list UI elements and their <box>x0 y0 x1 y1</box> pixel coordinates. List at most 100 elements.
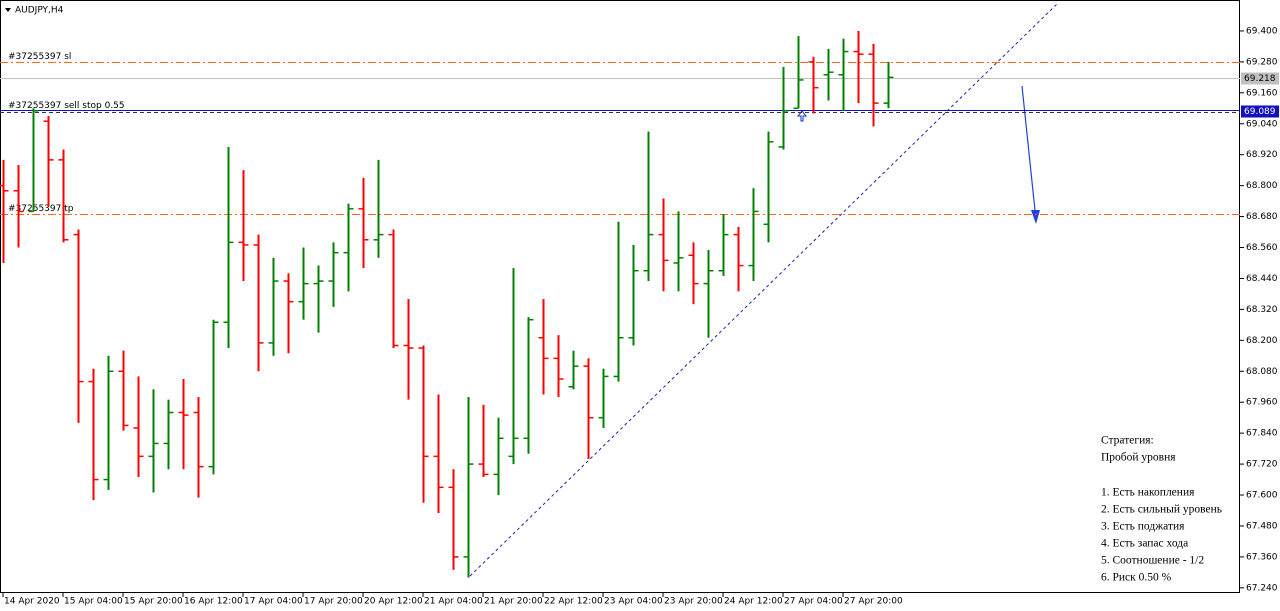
order-label: #37255397 sell stop 0.55 <box>8 101 125 111</box>
ohlc-bar <box>568 350 579 390</box>
ohlc-bar <box>613 221 624 382</box>
ohlc-bar <box>763 131 774 243</box>
y-tick-label: 67.240 <box>1246 583 1278 593</box>
y-tick-label: 69.160 <box>1246 88 1278 98</box>
y-tick-label: 67.960 <box>1246 398 1278 408</box>
ohlc-bar <box>553 335 564 398</box>
arrow-shaft <box>1021 85 1037 221</box>
ohlc-bar <box>148 389 159 493</box>
x-tick-label: 24 Apr 12:00 <box>724 597 783 607</box>
ohlc-bar <box>193 397 204 498</box>
ohlc-bar <box>238 170 249 282</box>
ohlc-bar <box>73 229 84 423</box>
ohlc-bar <box>748 188 759 282</box>
x-tick-label: 27 Apr 20:00 <box>844 597 903 607</box>
ohlc-bar <box>43 116 54 207</box>
ohlc-bar <box>58 149 69 243</box>
ohlc-bar <box>523 317 534 454</box>
arrow-head <box>1031 210 1040 224</box>
ohlc-bar <box>418 345 429 503</box>
ohlc-bar <box>28 108 39 213</box>
ohlc-bar <box>718 213 729 276</box>
ohlc-bar <box>0 159 9 263</box>
ohlc-bar <box>433 394 444 514</box>
ohlc-bar <box>253 234 264 372</box>
ohlc-bar <box>643 131 654 282</box>
x-tick-label: 27 Apr 04:00 <box>784 597 843 607</box>
ohlc-bar <box>838 38 849 111</box>
ohlc-bar <box>673 211 684 292</box>
y-tick-label: 68.920 <box>1246 150 1278 160</box>
y-tick-label: 69.040 <box>1246 119 1278 129</box>
x-tick-label: 14 Apr 2020 <box>4 597 60 607</box>
ohlc-bar <box>223 146 234 349</box>
ohlc-bar <box>508 268 519 465</box>
ohlc-bar <box>628 244 639 346</box>
ohlc-bar <box>403 299 414 400</box>
y-tick-label: 69.400 <box>1246 26 1278 36</box>
ohlc-bar <box>133 376 144 477</box>
ohlc-bar <box>853 30 864 104</box>
ohlc-bar <box>328 242 339 307</box>
y-tick-label: 67.720 <box>1246 460 1278 470</box>
x-tick-label: 21 Apr 20:00 <box>484 597 543 607</box>
ohlc-bar <box>883 61 894 109</box>
y-tick-label: 67.840 <box>1246 429 1278 439</box>
ohlc-bar <box>103 355 114 490</box>
ohlc-bar <box>118 350 129 431</box>
y-tick-label: 69.280 <box>1246 57 1278 67</box>
ohlc-bar <box>358 177 369 269</box>
y-tick-label: 68.080 <box>1246 367 1278 377</box>
x-tick-label: 15 Apr 04:00 <box>64 597 123 607</box>
ohlc-bar <box>88 368 99 501</box>
y-tick-label: 68.800 <box>1246 181 1278 191</box>
x-tick-label: 16 Apr 12:00 <box>184 597 243 607</box>
chart-title: AUDJPY,H4 <box>15 6 64 16</box>
note-line: 3. Есть поджатия <box>1101 521 1185 533</box>
x-tick-label: 17 Apr 04:00 <box>244 597 303 607</box>
ohlc-bar <box>688 242 699 305</box>
ohlc-bar <box>808 56 819 114</box>
ohlc-bar <box>178 379 189 470</box>
x-tick-label: 21 Apr 04:00 <box>424 597 483 607</box>
bid-label-box <box>1241 72 1279 85</box>
note-line: Стратегия: <box>1101 435 1154 447</box>
ohlc-bar <box>343 203 354 292</box>
order-price-box <box>1241 105 1279 118</box>
note-line: 1. Есть накопления <box>1101 487 1195 499</box>
ohlc-bar <box>778 67 789 150</box>
note-line: 2. Есть сильный уровень <box>1101 504 1222 516</box>
ohlc-bar <box>373 159 384 258</box>
x-tick-label: 23 Apr 04:00 <box>604 597 663 607</box>
ohlc-bar <box>538 299 549 395</box>
symbol-menu-icon[interactable] <box>5 8 11 12</box>
note-line: Пробой уровня <box>1101 452 1176 464</box>
ohlc-bar <box>313 265 324 333</box>
y-tick-label: 68.200 <box>1246 336 1278 346</box>
y-tick-label: 67.600 <box>1246 491 1278 501</box>
note-line: 4. Есть запас хода <box>1101 538 1188 550</box>
ohlc-bar <box>478 404 489 477</box>
ohlc-bar <box>298 247 309 320</box>
trend-line <box>469 3 1058 577</box>
ohlc-bar <box>658 198 669 292</box>
order-label: #37255397 tp <box>8 204 74 214</box>
x-tick-label: 17 Apr 20:00 <box>304 597 363 607</box>
ohlc-bar <box>793 36 804 110</box>
ohlc-bar <box>598 368 609 428</box>
note-line: 6. Риск 0.50 % <box>1101 572 1172 584</box>
bid-label: 69.218 <box>1244 74 1276 84</box>
y-tick-label: 68.440 <box>1246 274 1278 284</box>
strategy-note: Стратегия: Пробой уровня 1. Есть накоплени… <box>1101 435 1222 584</box>
x-tick-label: 20 Apr 12:00 <box>364 597 423 607</box>
y-tick-label: 67.480 <box>1246 521 1278 531</box>
ohlc-bar <box>868 43 879 127</box>
ohlc-bar <box>583 358 594 459</box>
plot-frame <box>0 0 1240 593</box>
note-line: 5. Соотношение - 1/2 <box>1101 555 1204 567</box>
ohlc-bar <box>823 48 834 101</box>
ohlc-bar <box>463 397 474 578</box>
y-tick-label: 68.680 <box>1246 212 1278 222</box>
order-label: #37255397 sl <box>8 52 71 62</box>
